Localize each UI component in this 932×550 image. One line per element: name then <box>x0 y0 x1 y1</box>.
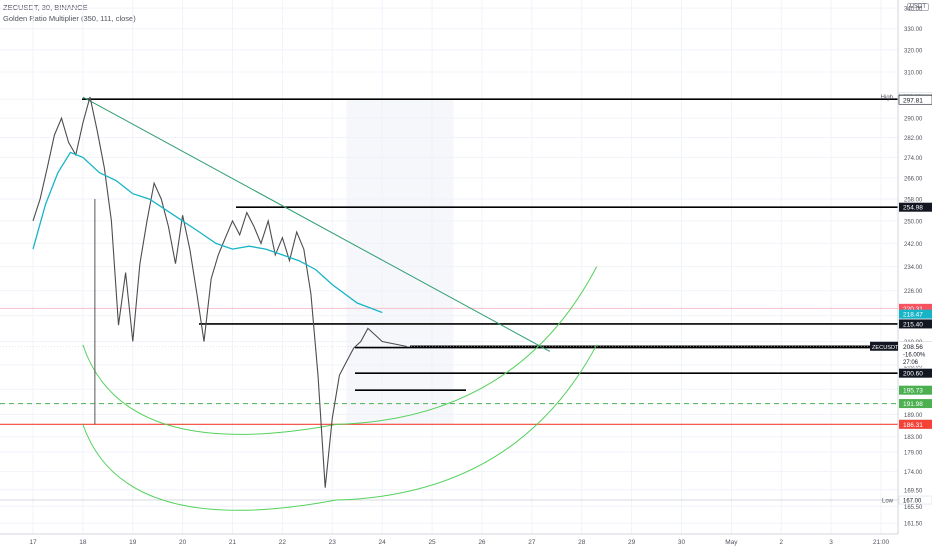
y-tick-label-18: 189.00 <box>904 413 923 419</box>
currency-badge[interactable]: USDT <box>906 3 929 11</box>
current-change: -16.00% <box>903 352 926 358</box>
x-tick-label-1: 18 <box>79 539 87 546</box>
x-tick-label-10: 27 <box>528 539 536 546</box>
x-tick-label-14: May <box>725 539 738 546</box>
series-line-0 <box>32 96 408 488</box>
current-symbol-bg <box>870 341 898 351</box>
y-tick-label-8: 266.00 <box>904 176 923 182</box>
x-tick-label-16: 3 <box>829 539 833 546</box>
price-label-10: 195.73 <box>903 388 923 395</box>
price-label-prefix-14: Low <box>882 499 894 505</box>
current-symbol: ZECUSDT <box>872 345 899 351</box>
price-label-bg-13 <box>899 419 932 429</box>
y-tick-label-7: 274.00 <box>904 156 923 162</box>
price-label-bg-3 <box>899 202 932 212</box>
y-tick-label-21: 174.00 <box>904 470 923 476</box>
price-label-bg-6 <box>899 319 932 329</box>
current-tag-bg <box>899 341 932 366</box>
x-tick-label-11: 28 <box>578 539 586 546</box>
price-label-bg-4 <box>899 303 932 313</box>
x-tick-label-13: 30 <box>678 539 686 546</box>
price-label-bg-2 <box>898 94 932 105</box>
series-layer <box>32 96 408 488</box>
y-tick-label-12: 234.00 <box>904 265 923 271</box>
x-tick-label-6: 23 <box>329 539 337 546</box>
y-tick-label-20: 179.00 <box>904 451 923 457</box>
y-tick-label-24: 161.50 <box>904 522 923 528</box>
price-label-9: 200.60 <box>903 371 923 378</box>
arc-0 <box>82 266 598 435</box>
price-axis: 340.00330.00320.00310.00298.00290.00282.… <box>897 0 923 534</box>
y-tick-label-22: 169.50 <box>904 488 923 494</box>
price-label-11: 191.98 <box>903 401 923 408</box>
y-tick-label-3: 310.00 <box>904 71 923 77</box>
x-tick-label-17: 21:00 <box>873 539 890 546</box>
x-tick-label-3: 20 <box>179 539 187 546</box>
indicator-legend[interactable]: Golden Ratio Multiplier (350, 111, close… <box>3 14 136 23</box>
series-line-1 <box>32 151 383 314</box>
y-tick-label-2: 320.00 <box>904 49 923 55</box>
price-label-2: 297.81 <box>903 97 923 104</box>
price-label-4: 220.31 <box>903 306 923 313</box>
price-label-13: 186.31 <box>903 422 923 429</box>
y-tick-label-11: 242.00 <box>904 242 923 248</box>
highlight-zone <box>346 99 454 425</box>
current-countdown: 27:06 <box>903 360 919 366</box>
y-tick-label-5: 290.00 <box>904 117 923 123</box>
x-tick-label-5: 22 <box>279 539 287 546</box>
arc-layer <box>82 199 598 511</box>
x-tick-label-9: 26 <box>478 539 486 546</box>
price-label-3: 254.98 <box>903 205 923 212</box>
trendline-layer <box>82 96 551 352</box>
y-tick-label-16: 203.00 <box>904 363 923 369</box>
x-tick-label-12: 29 <box>628 539 636 546</box>
price-label-bg-14 <box>898 495 932 505</box>
arc-1 <box>82 344 598 511</box>
price-label-bg-11 <box>899 399 932 409</box>
trendline <box>82 96 551 352</box>
y-tick-label-23: 165.50 <box>904 505 923 511</box>
price-labels: High299.13298.07297.81254.98220.31218.47… <box>870 92 932 505</box>
price-label-bg-5 <box>899 309 932 319</box>
x-tick-label-0: 17 <box>29 539 37 546</box>
y-tick-label-0: 340.00 <box>904 7 923 13</box>
x-tick-label-4: 21 <box>229 539 237 546</box>
price-label-5: 218.47 <box>903 312 923 319</box>
y-tick-label-13: 226.00 <box>904 289 923 295</box>
y-tick-label-9: 258.00 <box>904 198 923 204</box>
x-tick-label-7: 24 <box>379 539 387 546</box>
price-label-bg-9 <box>899 368 932 378</box>
horizontal-levels <box>0 98 898 501</box>
x-tick-label-8: 25 <box>428 539 436 546</box>
symbol-header: ZECUSDT, 30, BINANCE <box>3 3 88 12</box>
current-price: 208.56 <box>903 344 923 351</box>
projection-zone <box>346 99 454 425</box>
price-label-bg-10 <box>899 385 932 395</box>
y-tick-label-10: 250.00 <box>904 219 923 225</box>
x-tick-label-2: 19 <box>129 539 137 546</box>
x-tick-label-15: 2 <box>779 539 783 546</box>
y-tick-label-19: 183.00 <box>904 435 923 441</box>
price-label-14: 167.00 <box>903 499 922 505</box>
price-label-prefix-0: High <box>881 95 893 101</box>
y-tick-label-1: 330.00 <box>904 27 923 33</box>
y-tick-label-6: 282.00 <box>904 136 923 142</box>
price-label-6: 215.40 <box>903 321 923 328</box>
time-axis: 17 18 19 20 21 22 23 24 25 26 27 28 29 30 May 2 3 21:00 <box>0 533 898 546</box>
